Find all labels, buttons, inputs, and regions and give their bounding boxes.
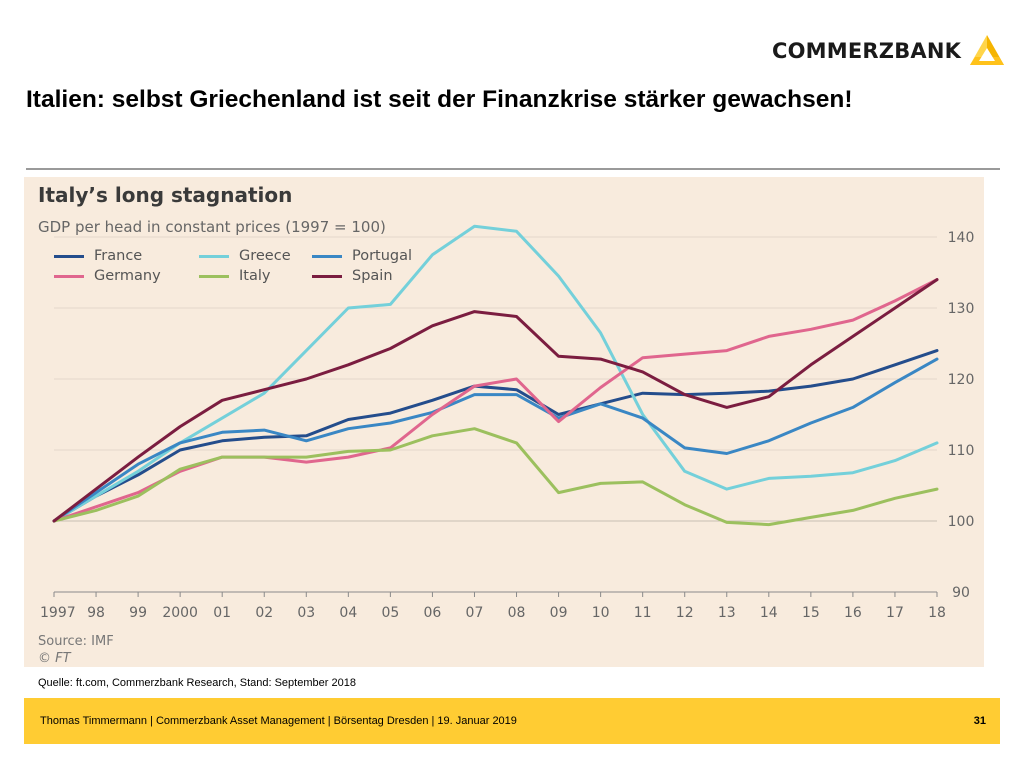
legend-item-italy: Italy bbox=[199, 268, 270, 284]
x-tick-label: 15 bbox=[802, 605, 820, 621]
legend-label: Germany bbox=[94, 268, 161, 284]
x-tick-label: 17 bbox=[886, 605, 904, 621]
x-tick-label: 04 bbox=[339, 605, 357, 621]
x-tick-label: 12 bbox=[676, 605, 694, 621]
series-line-italy bbox=[52, 427, 939, 527]
legend-label: Greece bbox=[239, 248, 291, 264]
x-tick-label: 1997 bbox=[40, 605, 76, 621]
series-line-france bbox=[52, 349, 939, 523]
title-divider bbox=[26, 168, 1000, 170]
slide-title: Italien: selbst Griechenland ist seit de… bbox=[26, 86, 853, 113]
legend-item-spain: Spain bbox=[312, 268, 393, 284]
source-footnote: Quelle: ft.com, Commerzbank Research, St… bbox=[38, 677, 356, 689]
x-tick-label: 06 bbox=[424, 605, 442, 621]
y-tick-label: 130 bbox=[948, 301, 975, 317]
footer-bar: Thomas Timmermann | Commerzbank Asset Ma… bbox=[24, 698, 1000, 744]
series-line-portugal bbox=[52, 357, 939, 523]
x-tick-label: 14 bbox=[760, 605, 778, 621]
legend-item-france: France bbox=[54, 248, 142, 264]
x-tick-label: 18 bbox=[928, 605, 946, 621]
commerzbank-ribbon-icon bbox=[970, 35, 1005, 65]
x-tick-label: 07 bbox=[466, 605, 484, 621]
chart-copyright: © FT bbox=[38, 651, 71, 666]
y-tick-label: 90 bbox=[952, 585, 970, 601]
x-tick-label: 2000 bbox=[162, 605, 198, 621]
y-tick-label: 110 bbox=[948, 443, 975, 459]
x-tick-label: 05 bbox=[381, 605, 399, 621]
legend-item-germany: Germany bbox=[54, 268, 161, 284]
legend-label: Portugal bbox=[352, 248, 413, 264]
legend-swatch bbox=[54, 274, 84, 278]
series-line-spain bbox=[52, 278, 939, 523]
brand-logo: COMMERZBANK bbox=[772, 34, 1005, 68]
x-tick-label: 08 bbox=[508, 605, 526, 621]
brand-name: COMMERZBANK bbox=[772, 39, 962, 63]
x-tick-label: 03 bbox=[297, 605, 315, 621]
x-tick-label: 09 bbox=[550, 605, 568, 621]
legend-swatch bbox=[312, 274, 342, 278]
legend-item-greece: Greece bbox=[199, 248, 291, 264]
legend-swatch bbox=[312, 254, 342, 258]
page-number: 31 bbox=[973, 715, 986, 727]
y-tick-label: 100 bbox=[948, 514, 975, 530]
chart-title: Italy’s long stagnation bbox=[38, 183, 293, 207]
x-tick-label: 01 bbox=[213, 605, 231, 621]
chart-panel: Italy’s long stagnation GDP per head in … bbox=[24, 177, 984, 667]
y-tick-label: 120 bbox=[948, 372, 975, 388]
x-tick-label: 02 bbox=[255, 605, 273, 621]
x-tick-label: 11 bbox=[634, 605, 652, 621]
footer-text: Thomas Timmermann | Commerzbank Asset Ma… bbox=[40, 715, 517, 727]
chart-source: Source: IMF bbox=[38, 634, 114, 649]
x-tick-label: 13 bbox=[718, 605, 736, 621]
x-tick-label: 99 bbox=[129, 605, 147, 621]
x-tick-label: 10 bbox=[592, 605, 610, 621]
series-line-greece bbox=[52, 224, 939, 523]
legend-label: France bbox=[94, 248, 143, 264]
legend-swatch bbox=[54, 254, 84, 258]
x-tick-label: 16 bbox=[844, 605, 862, 621]
legend-label: Spain bbox=[352, 268, 393, 284]
x-tick-label: 98 bbox=[87, 605, 105, 621]
chart-subtitle: GDP per head in constant prices (1997 = … bbox=[38, 218, 386, 236]
legend-swatch bbox=[199, 274, 229, 278]
legend-label: Italy bbox=[239, 268, 271, 284]
series-line-germany bbox=[52, 278, 939, 523]
legend-swatch bbox=[199, 254, 229, 258]
y-tick-label: 140 bbox=[948, 230, 975, 246]
line-chart: 90 100 110 120 130 140 1997 98 99 2000 01 02 03 04 05 0… bbox=[40, 224, 975, 621]
legend-item-portugal: Portugal bbox=[312, 248, 412, 264]
